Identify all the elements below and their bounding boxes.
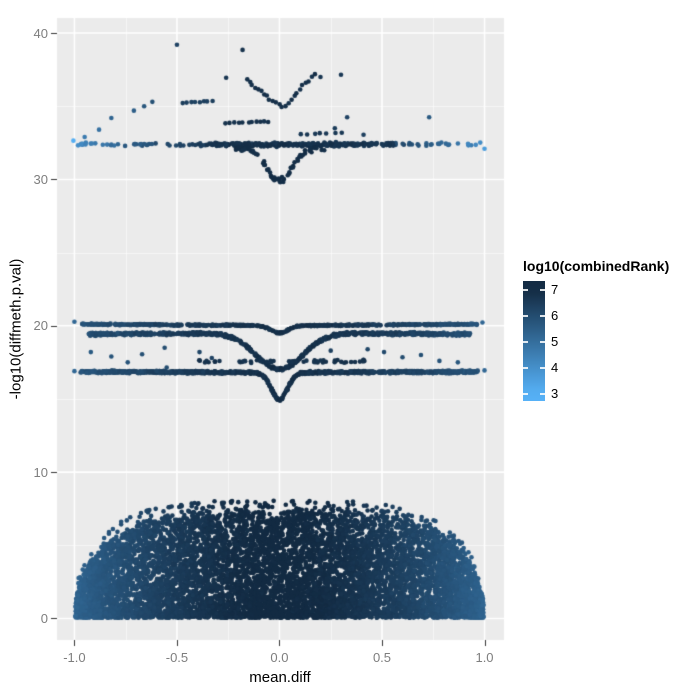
legend-tick-label: 6: [551, 308, 559, 324]
legend-colorbar-tick: [540, 367, 545, 369]
y-tick-label: 0: [40, 610, 48, 626]
y-tick-label: 40: [33, 25, 48, 41]
x-tick-label: -1.0: [63, 650, 86, 665]
legend-colorbar-tick: [523, 315, 528, 318]
y-tick-label: 30: [33, 171, 48, 187]
legend-colorbar-tick: [540, 289, 545, 292]
x-tick-label: 1.0: [475, 650, 494, 665]
legend-title: log10(combinedRank): [523, 258, 670, 274]
legend-tick-label: 5: [551, 334, 559, 350]
x-tick-label: -0.5: [165, 650, 189, 665]
legend-colorbar: [523, 281, 545, 401]
y-tick-label: 20: [33, 318, 48, 334]
legend-colorbar-tick: [540, 392, 545, 395]
legend-colorbar-tick: [523, 341, 528, 344]
legend-colorbar-tick: [523, 367, 528, 369]
legend-tick-label: 3: [551, 385, 559, 401]
legend-colorbar-tick: [523, 392, 528, 395]
x-axis-title: mean.diff: [249, 669, 311, 686]
x-tick-label: 0.5: [372, 650, 392, 665]
legend-tick-label: 4: [551, 360, 559, 375]
x-tick-label: 0.0: [270, 650, 289, 665]
legend-tick-label: 7: [551, 282, 559, 298]
legend-colorbar-tick: [523, 289, 528, 292]
y-tick-label: 10: [33, 464, 48, 480]
legend-colorbar-tick: [540, 315, 545, 318]
legend-colorbar-tick: [540, 341, 545, 344]
